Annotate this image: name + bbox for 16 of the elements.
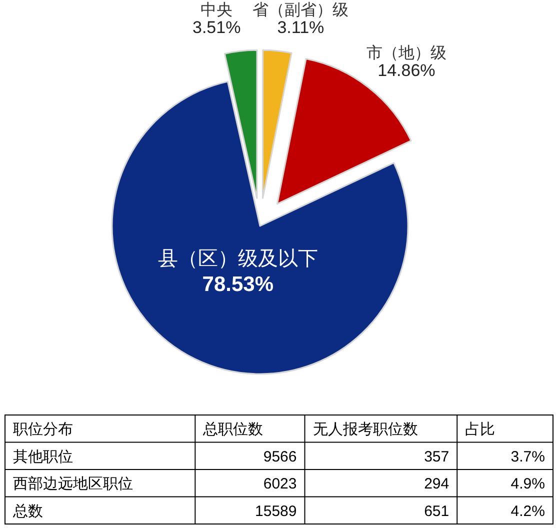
cell: 3.7% [510,448,545,466]
category-label: 其他职位 [13,448,73,466]
category-label: 总数 [12,502,43,520]
cell: 651 [424,502,450,520]
cell: 294 [424,476,450,493]
text: 职位分布 [13,421,73,438]
cell: 15589 [255,502,297,520]
cell: 9566 [263,448,297,466]
text: 占比 [465,421,496,438]
text: 总职位数 [202,421,264,438]
cell: 357 [424,448,450,466]
cell: 6023 [263,476,297,493]
cell: 4.9% [510,476,545,493]
text: 无人报考职位数 [312,421,418,438]
cell: 4.2% [510,502,545,520]
category-label: 西部边远地区职位 [13,476,133,493]
